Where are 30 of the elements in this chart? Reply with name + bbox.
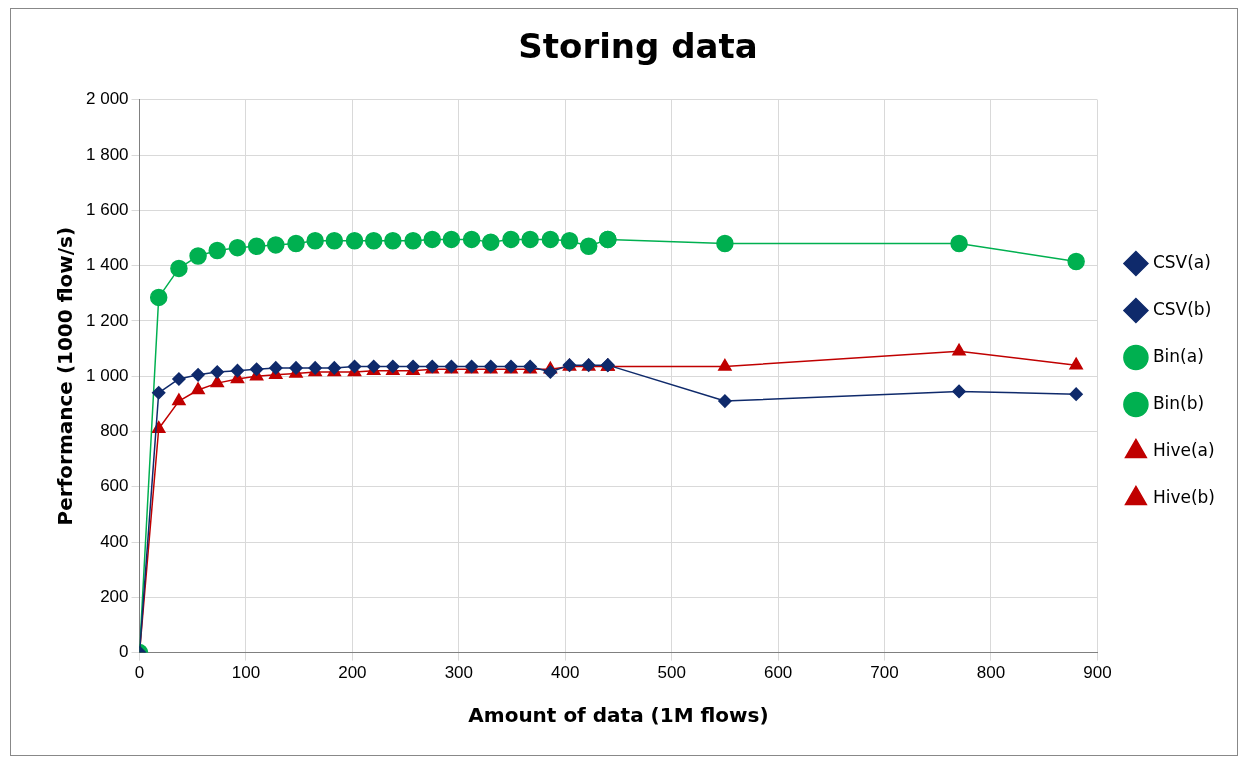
legend-label: CSV(a) (1152, 251, 1211, 272)
x-tick-label: 500 (657, 663, 686, 683)
y-tick-label: 2 000 (85, 89, 129, 109)
y-axis-title: Performance (1000 flow/s) (53, 226, 78, 526)
x-tick-label: 200 (338, 663, 367, 683)
x-tick-label: 400 (551, 663, 580, 683)
y-tick-label: 0 (119, 642, 129, 662)
y-tick-label: 600 (100, 476, 129, 496)
x-tick-label: 100 (231, 663, 261, 683)
legend-label: Hive(b) (1152, 486, 1216, 507)
x-tick-label: 300 (444, 663, 474, 683)
x-tick-label: 800 (976, 663, 1006, 683)
legend-label: Bin(a) (1152, 345, 1204, 366)
y-tick-label: 1 200 (85, 310, 129, 330)
y-tick-label: 200 (100, 587, 129, 607)
x-axis-title: Amount of data (1M flows) (468, 703, 769, 728)
y-tick-label: 1 600 (85, 200, 129, 220)
y-tick-label: 1 800 (85, 144, 129, 164)
legend-label: Bin(b) (1152, 392, 1205, 413)
y-tick-label: 400 (100, 531, 129, 551)
legend-label: CSV(b) (1152, 298, 1212, 319)
x-tick-label: 700 (870, 663, 899, 683)
chart-title: Storing data (518, 26, 758, 67)
y-tick-label: 1 400 (85, 255, 129, 275)
x-tick-label: 0 (134, 663, 145, 683)
y-tick-label: 800 (100, 421, 129, 441)
x-tick-label: 600 (763, 663, 793, 683)
y-tick-label: 1 000 (85, 365, 129, 385)
legend-label: Hive(a) (1152, 439, 1215, 460)
x-tick-label: 900 (1083, 663, 1112, 683)
